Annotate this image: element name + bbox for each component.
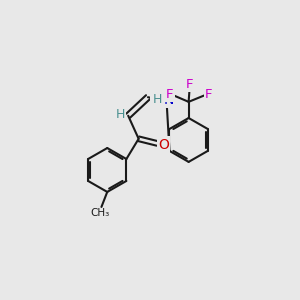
Text: H: H — [151, 95, 160, 108]
Text: H: H — [153, 93, 162, 106]
Text: F: F — [186, 77, 193, 91]
Text: O: O — [158, 138, 169, 152]
Text: F: F — [166, 88, 173, 101]
Text: F: F — [205, 88, 212, 101]
Text: H: H — [116, 108, 125, 121]
Text: CH₃: CH₃ — [90, 208, 109, 218]
Text: N: N — [163, 92, 174, 106]
